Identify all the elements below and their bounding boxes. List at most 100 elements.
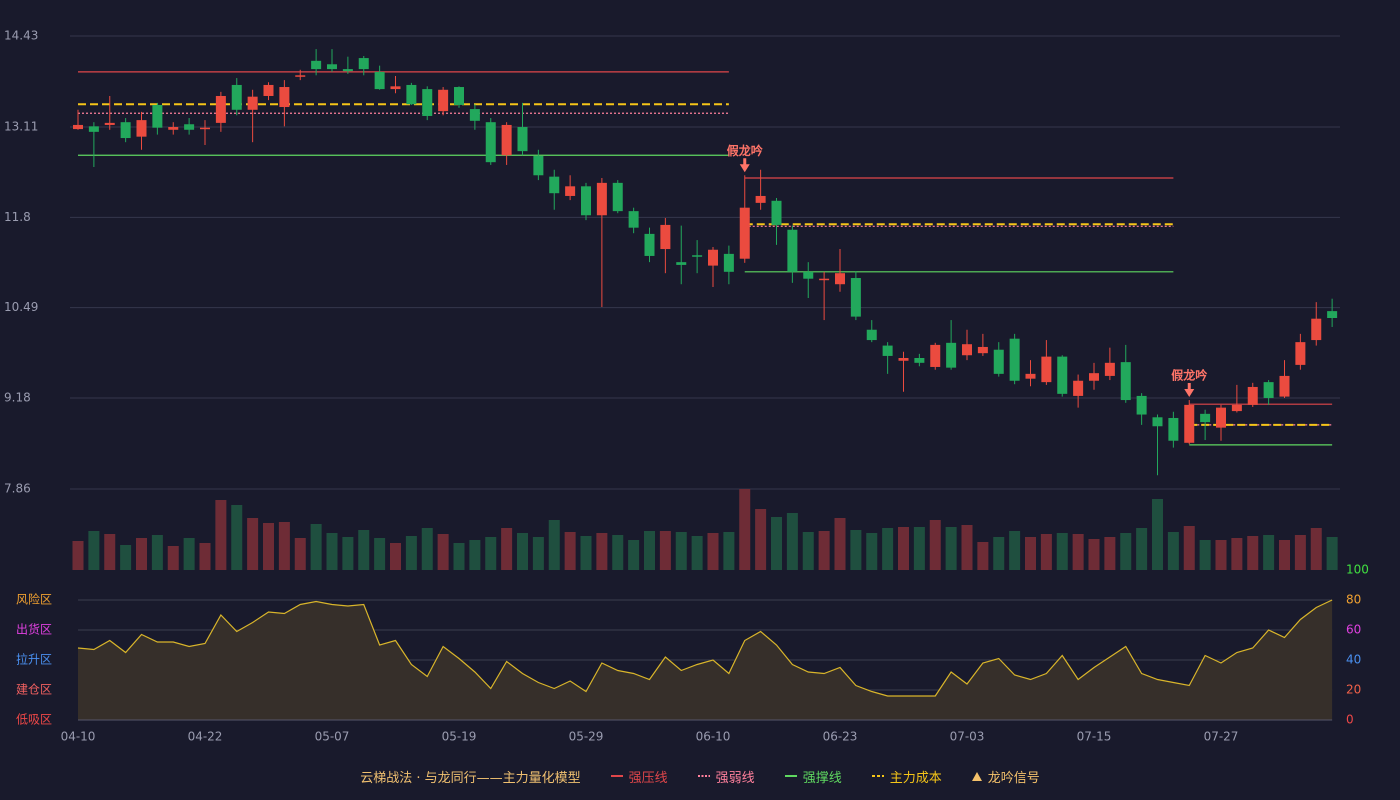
volume-bar — [898, 527, 909, 570]
candle-body — [120, 122, 131, 139]
volume-bar — [739, 489, 751, 570]
candle-body — [327, 64, 337, 70]
candle-body — [1184, 404, 1195, 443]
legend-icon — [971, 771, 982, 781]
candle-body — [1263, 382, 1274, 398]
volume-bar — [120, 545, 132, 570]
candle-body — [390, 86, 401, 90]
candle-body — [469, 109, 480, 121]
legend-item: 强撑线 — [784, 767, 842, 786]
y2-tick-label: 40 — [1346, 653, 1361, 667]
candle-body — [438, 89, 449, 112]
volume-bar — [1294, 535, 1306, 570]
y-tick-label: 13.11 — [4, 120, 38, 134]
x-tick-label: 05-07 — [315, 730, 350, 744]
volume-bar — [136, 538, 147, 570]
y2-tick-label: 20 — [1346, 683, 1361, 697]
candle-body — [152, 104, 163, 128]
x-tick-label: 07-27 — [1204, 730, 1239, 744]
volume-bar — [786, 513, 798, 570]
candle-body — [1200, 413, 1211, 423]
legend-item: 主力成本 — [871, 767, 942, 786]
volume-bar — [929, 520, 941, 570]
legend-title: 云梯战法 · 与龙同行——主力量化模型 — [360, 770, 581, 786]
candle-body — [723, 253, 734, 272]
volume-bar — [1263, 535, 1275, 570]
volume-bar — [1152, 499, 1163, 570]
candle-body — [406, 84, 417, 105]
volume-bar — [675, 532, 687, 570]
candle-body — [660, 224, 671, 250]
candle-body — [1120, 362, 1131, 401]
volume-bar — [723, 532, 735, 570]
candle-body — [692, 255, 703, 257]
candle-body — [1216, 407, 1226, 428]
candle-body — [517, 127, 528, 152]
candle-body — [215, 95, 226, 123]
candle-body — [612, 182, 623, 212]
signal-label: 假龙吟 — [727, 143, 763, 158]
x-tick-label: 07-15 — [1077, 730, 1112, 744]
volume-bar — [517, 533, 528, 570]
zone-label: 拉升区 — [16, 652, 52, 667]
zone-label: 建仓区 — [16, 683, 52, 697]
legend-icon — [784, 775, 797, 777]
legend-label: 主力成本 — [889, 770, 942, 786]
volume-bar — [1056, 533, 1068, 570]
legend-label: 强撑线 — [802, 770, 842, 786]
candle-body — [787, 229, 798, 272]
volume-bar — [453, 543, 465, 570]
candle-body — [1311, 318, 1322, 341]
legend-label: 强压线 — [628, 770, 668, 786]
legend-icon — [697, 775, 710, 777]
volume-bar — [802, 532, 814, 570]
volume-bar — [834, 518, 846, 570]
candle-body — [644, 233, 655, 256]
volume-bar — [310, 524, 322, 570]
volume-bar — [183, 538, 195, 570]
signal-label: 假龙吟 — [1171, 368, 1207, 383]
y2-tick-label: 100 — [1346, 563, 1369, 577]
candle-body — [1247, 386, 1258, 405]
volume-bar — [644, 531, 655, 570]
volume-bar — [247, 518, 259, 570]
volume-bar — [977, 542, 989, 570]
volume-bar — [564, 532, 576, 570]
candle-body — [1089, 373, 1099, 381]
candle-body — [136, 120, 147, 137]
candle-body — [263, 84, 274, 96]
zone-label: 低吸区 — [16, 713, 52, 727]
candle-body — [1295, 342, 1306, 365]
x-tick-label: 05-19 — [442, 730, 477, 744]
legend-label: 龙吟信号 — [987, 770, 1040, 786]
indicator-area — [78, 600, 1333, 720]
candle-body — [295, 75, 306, 77]
candle-body — [866, 329, 877, 341]
candle-body — [1104, 362, 1115, 376]
candle-body — [1073, 380, 1084, 396]
volume-bar — [1072, 534, 1084, 570]
candle-body — [755, 195, 766, 203]
candle-body — [803, 271, 814, 279]
candle-body — [565, 186, 576, 196]
candle-body — [1231, 404, 1242, 412]
indicator-line — [77, 599, 1333, 697]
y-tick-label: 10.49 — [4, 300, 38, 314]
volume-bar — [691, 536, 703, 570]
legend: 云梯战法 · 与龙同行——主力量化模型 强压线 强弱线 强撑线 主力成本 龙吟信号 — [0, 764, 1400, 788]
candle-body — [898, 357, 909, 361]
volume-bar — [167, 546, 179, 570]
volume-bar — [358, 530, 370, 570]
candle-body — [200, 127, 210, 130]
volume-bar — [1231, 538, 1243, 570]
candle-body — [946, 342, 957, 368]
volume-bar — [1025, 537, 1036, 570]
volume-bar — [755, 509, 767, 570]
volume-bar — [469, 540, 481, 570]
volume-bar — [278, 522, 290, 570]
candle-body — [1327, 311, 1338, 319]
candle-body — [914, 357, 925, 363]
candle-body — [422, 89, 433, 116]
volume-bar — [104, 534, 116, 570]
volume-bar — [405, 536, 417, 570]
